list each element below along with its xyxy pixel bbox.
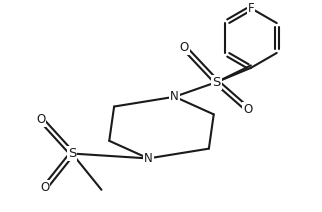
Text: N: N (144, 152, 153, 165)
Text: O: O (40, 181, 49, 194)
Text: O: O (36, 113, 45, 126)
Text: O: O (243, 103, 252, 116)
Text: S: S (213, 75, 221, 89)
Text: O: O (180, 41, 189, 54)
Text: N: N (170, 90, 179, 103)
Text: S: S (68, 147, 76, 160)
Text: F: F (248, 2, 254, 15)
